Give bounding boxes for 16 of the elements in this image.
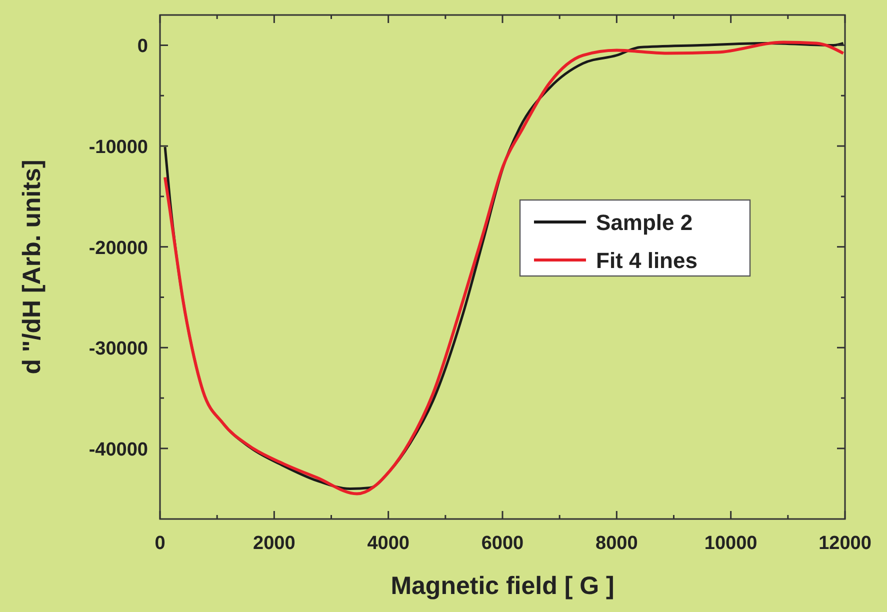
y-tick-label: 0: [137, 36, 148, 58]
y-tick-label: -30000: [88, 338, 148, 360]
y-tick-label: -40000: [88, 439, 148, 460]
x-tick-label: 8000: [596, 533, 638, 554]
x-axis-title: Magnetic field [ G ]: [390, 572, 614, 600]
x-tick-label: 4000: [367, 533, 410, 554]
x-tick-label: 10000: [704, 533, 758, 554]
x-tick-label: 12000: [818, 533, 872, 554]
x-tick-label: 6000: [481, 533, 524, 554]
y-axis-title: d "/dH [Arb. units]: [18, 160, 46, 374]
legend-label: Sample 2: [596, 210, 693, 235]
legend-label: Fit 4 lines: [596, 248, 698, 273]
y-tick-label: -10000: [88, 137, 148, 158]
x-tick-label: 0: [154, 533, 166, 554]
y-tick-label: -20000: [88, 238, 148, 259]
x-tick-label: 2000: [253, 533, 296, 554]
